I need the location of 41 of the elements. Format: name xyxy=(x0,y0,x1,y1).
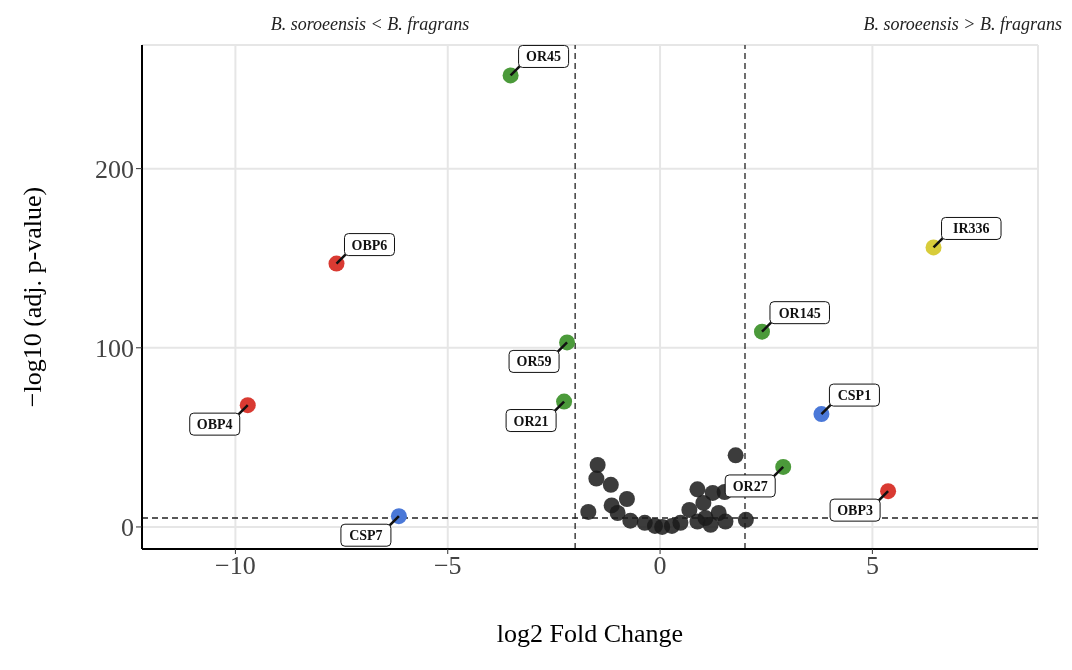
point xyxy=(602,476,619,493)
point xyxy=(727,447,744,464)
point xyxy=(880,483,897,500)
point xyxy=(622,512,639,529)
x-tick-label: 0 xyxy=(653,551,667,581)
annotation: OR21 xyxy=(513,413,549,429)
point xyxy=(737,511,754,528)
annotation: CSP7 xyxy=(349,528,383,544)
annotation: IR336 xyxy=(953,221,990,237)
x-tick-label: −5 xyxy=(433,551,462,581)
point xyxy=(588,470,605,487)
text: B. soroeensis < B. fragrans xyxy=(270,14,470,35)
y-tick-label: 100 xyxy=(95,334,134,364)
point xyxy=(689,481,706,498)
y-axis-title: −log10 (adj. p-value) xyxy=(18,186,48,408)
annotation: OR45 xyxy=(526,49,562,65)
point xyxy=(580,503,597,520)
point xyxy=(618,491,635,508)
annotation: OBP6 xyxy=(351,237,388,253)
annotation: OBP3 xyxy=(837,503,873,519)
text: B. soroeensis > B. fragrans xyxy=(863,14,1062,35)
x-tick-label: 5 xyxy=(865,551,879,581)
annotation: OR59 xyxy=(516,354,552,370)
point xyxy=(775,458,792,475)
annotation: OR145 xyxy=(778,305,821,321)
point xyxy=(390,508,407,525)
point xyxy=(672,514,689,531)
point xyxy=(589,456,606,473)
point xyxy=(681,501,698,518)
y-tick-label: 0 xyxy=(121,513,134,543)
annotation: CSP1 xyxy=(837,388,872,404)
x-tick-label: −10 xyxy=(215,551,256,581)
point xyxy=(717,513,734,530)
annotation: OBP4 xyxy=(196,417,233,433)
annotation: OR27 xyxy=(732,478,768,494)
point xyxy=(239,397,256,414)
y-tick-label: 200 xyxy=(95,154,134,184)
point xyxy=(702,516,719,533)
point xyxy=(609,504,626,521)
x-axis-title: log2 Fold Change xyxy=(496,619,684,648)
point xyxy=(695,494,712,511)
